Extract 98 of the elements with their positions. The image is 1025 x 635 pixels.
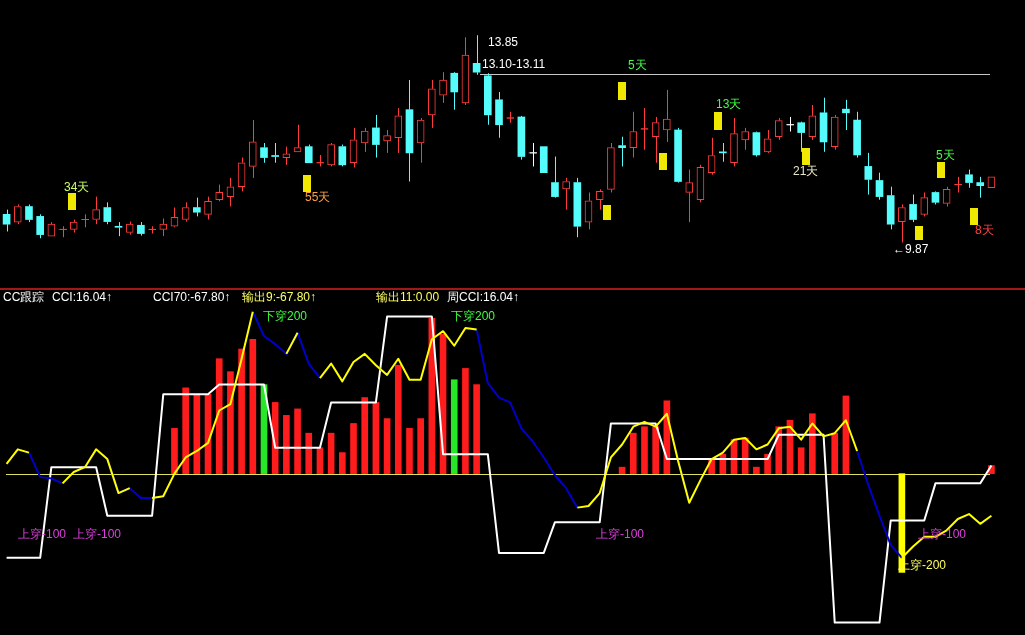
bar [417, 418, 424, 474]
candlestick [472, 34, 481, 76]
bar [406, 427, 413, 474]
candlestick [976, 176, 985, 199]
bar [450, 379, 458, 474]
bar [629, 432, 637, 474]
bar [797, 447, 805, 474]
candlestick [271, 142, 280, 164]
candlestick [372, 114, 380, 159]
candlestick [909, 194, 917, 223]
text: CCI70:-67.80↑ [153, 290, 231, 305]
text: 周CCI:16.04↑ [447, 290, 520, 305]
candlestick [293, 124, 302, 153]
bar [294, 408, 301, 474]
candlestick [842, 99, 850, 131]
candlestick [148, 225, 157, 235]
candlestick [741, 127, 750, 151]
candlestick [159, 217, 168, 237]
bar [283, 415, 290, 474]
bar [361, 397, 369, 474]
annotation: 34天 [64, 180, 90, 195]
candlestick [260, 142, 268, 164]
candlestick [965, 169, 973, 189]
bar [271, 402, 279, 474]
bar [327, 432, 335, 474]
bar [339, 452, 346, 474]
candlestick [685, 169, 694, 223]
annotation: ←9.87 [893, 242, 929, 257]
candlestick [618, 136, 626, 167]
candlestick [47, 221, 56, 237]
candlestick [137, 221, 145, 237]
bar [652, 426, 659, 474]
candlestick [674, 127, 682, 182]
annotation: 55天 [305, 190, 331, 205]
candlestick [640, 107, 649, 151]
bar [831, 432, 839, 474]
annotation: 5天 [936, 148, 955, 163]
candlestick [864, 152, 873, 196]
annotation: 13.10-13.11 [482, 57, 546, 72]
candlestick [226, 177, 235, 207]
candlestick [853, 111, 861, 159]
annotation: 上穿-200 [898, 558, 947, 573]
candlestick [830, 114, 839, 151]
candlestick [360, 127, 369, 153]
text: 输出11:0.00 [376, 290, 440, 305]
annotation: 下穿200 [263, 309, 308, 324]
bar [350, 423, 357, 474]
candlestick [763, 129, 772, 153]
candlestick [394, 107, 403, 154]
bar [182, 387, 189, 474]
bar [171, 427, 178, 474]
candlestick [483, 72, 492, 126]
annotation: 5天 [628, 58, 647, 73]
candlestick [204, 196, 212, 221]
candlestick [819, 97, 828, 153]
bar [383, 418, 391, 474]
candlestick [651, 116, 660, 164]
bar [753, 466, 760, 474]
bar [473, 384, 480, 474]
candlestick [663, 89, 671, 143]
annotation: 上穿-100 [596, 527, 645, 542]
text: CC跟踪 [3, 290, 45, 305]
candlestick [517, 116, 526, 161]
candlestick [495, 91, 503, 139]
candlestick [551, 156, 559, 197]
candlestick [562, 177, 570, 211]
candlestick [439, 71, 447, 104]
annotation: 13天 [716, 97, 742, 112]
candlestick [898, 203, 906, 243]
annotation: 8天 [975, 223, 994, 238]
bar [305, 432, 313, 474]
candlestick [248, 119, 257, 179]
annotation: 上穿-100 [73, 527, 122, 542]
annotation: 21天 [793, 164, 819, 179]
annotation: 13.85 [488, 35, 519, 50]
text: CCI:16.04↑ [52, 290, 113, 305]
candlestick [730, 117, 738, 167]
bar [238, 348, 245, 474]
candlestick [383, 129, 391, 154]
bar [227, 371, 234, 474]
candlestick [428, 79, 436, 129]
bar [249, 338, 257, 474]
bar [215, 358, 223, 474]
bar [809, 413, 816, 474]
annotation: 下穿200 [451, 309, 496, 324]
candlestick [786, 116, 795, 133]
candlestick [316, 154, 325, 167]
text: 输出9:-67.80↑ [242, 290, 317, 305]
candlestick [114, 221, 123, 237]
bar [641, 426, 648, 474]
candlestick [450, 72, 459, 111]
bar [462, 368, 469, 474]
candlestick [629, 111, 638, 159]
candlestick [181, 201, 190, 223]
candlestick [405, 79, 414, 183]
bar [394, 364, 402, 474]
candlestick [875, 172, 884, 201]
candlestick [13, 203, 22, 225]
